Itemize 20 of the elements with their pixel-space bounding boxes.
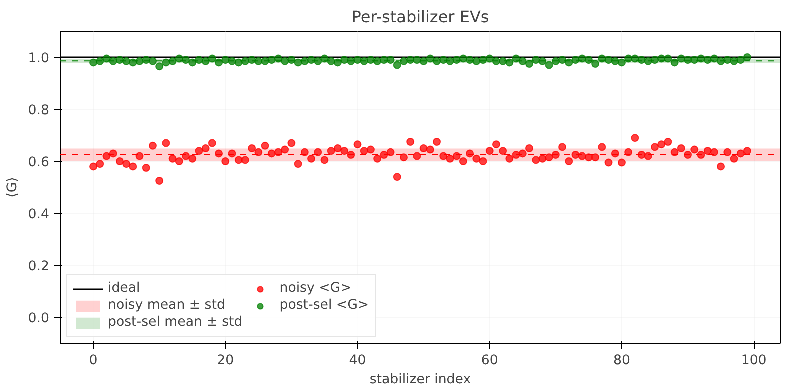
x-tick-label: 40	[349, 354, 366, 368]
y-tick-label: 1.0	[28, 52, 50, 66]
x-tick-label: 100	[741, 354, 767, 368]
y-tick-label: 0.6	[28, 156, 50, 170]
x-tick-label: 20	[217, 354, 234, 368]
y-tick-label: 0.4	[28, 208, 50, 222]
legend-label: ideal	[108, 281, 140, 296]
legend-label: noisy mean ± std	[108, 298, 226, 313]
legend-label: post-sel <G>	[280, 298, 370, 313]
y-tick-label: 0.2	[28, 260, 50, 274]
x-tick-label: 0	[89, 354, 98, 368]
x-tick-label: 80	[613, 354, 630, 368]
x-tick-label: 60	[481, 354, 498, 368]
legend-label: post-sel mean ± std	[108, 315, 243, 330]
y-tick-label: 0.0	[28, 312, 50, 326]
legend-label: noisy <G>	[280, 281, 352, 296]
chart-title: Per-stabilizer EVs	[352, 8, 490, 26]
y-tick-label: 0.8	[28, 104, 50, 118]
x-axis-title: stabilizer index	[370, 372, 472, 388]
y-axis-title: ⟨G⟩	[5, 177, 20, 198]
